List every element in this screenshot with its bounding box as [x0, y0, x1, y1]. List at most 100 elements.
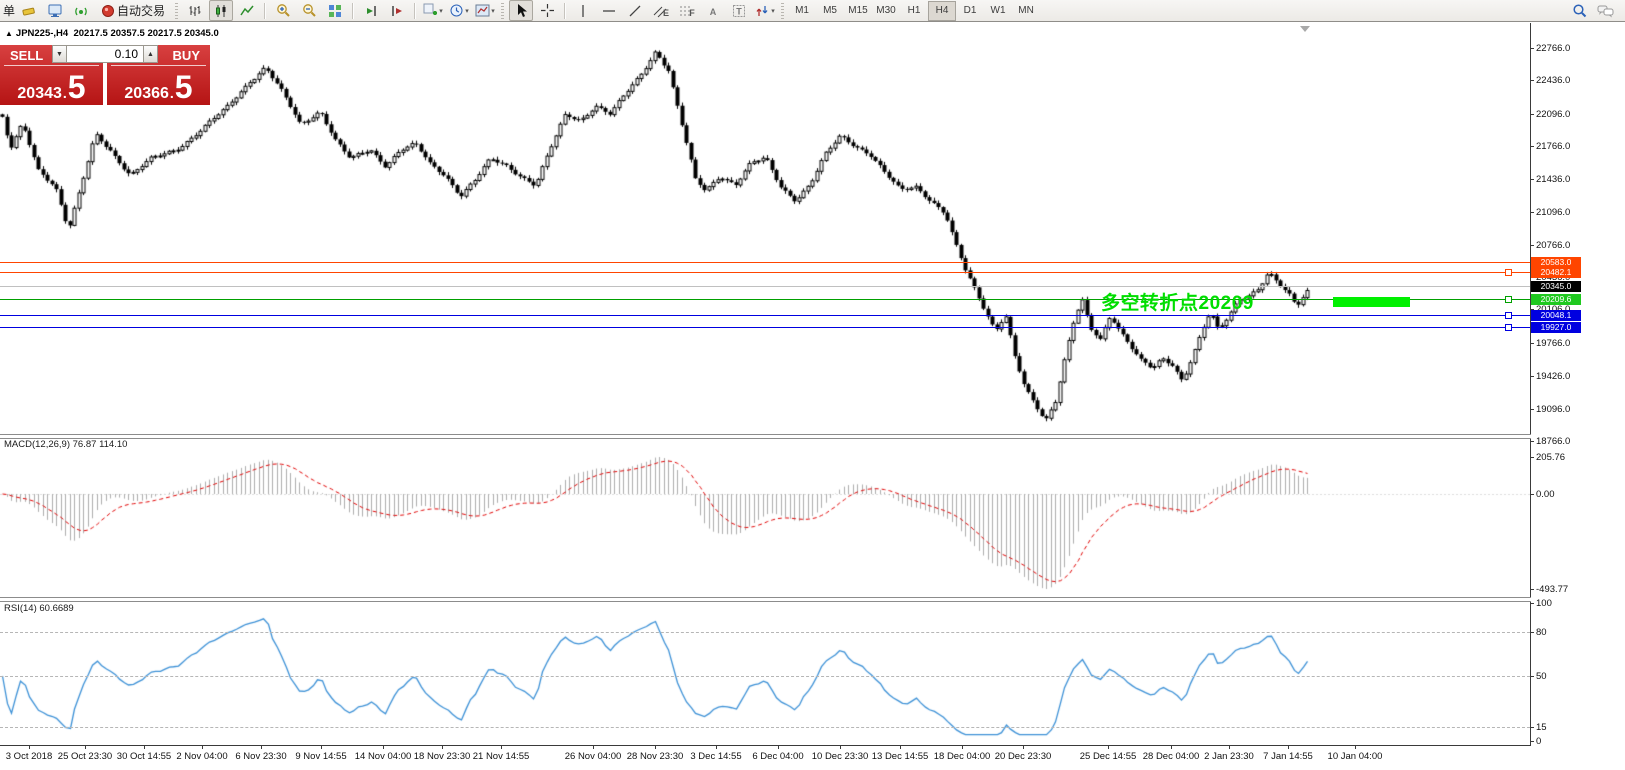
auto-scroll-button[interactable] [359, 0, 383, 21]
dropdown-arrow-icon[interactable]: ▾ [491, 7, 495, 15]
signal-icon[interactable] [69, 0, 93, 21]
buy-label: BUY [172, 48, 200, 63]
line-chart-button[interactable] [235, 0, 259, 21]
trendline-button[interactable] [623, 0, 647, 21]
buy-price: 20366 . 5 [107, 69, 210, 105]
toolbar-grip[interactable] [175, 2, 179, 19]
tile-windows-button[interactable] [323, 0, 347, 21]
autotrade-button[interactable]: 自动交易 [95, 0, 171, 21]
hline-marker[interactable] [1505, 296, 1512, 303]
horizontal-line-button[interactable] [597, 0, 621, 21]
dropdown-arrow-icon[interactable]: ▾ [439, 7, 443, 15]
volume-decrease-button[interactable]: ▼ [52, 45, 67, 63]
bar-chart-button[interactable] [183, 0, 207, 21]
fibonacci-button[interactable]: F [675, 0, 699, 21]
timeframe-m15-button[interactable]: M15 [848, 5, 868, 16]
hline-20482.1[interactable] [0, 272, 1530, 273]
text-button[interactable]: A [701, 0, 725, 21]
chart-shift-button[interactable] [385, 0, 409, 21]
volume-increase-button[interactable]: ▲ [143, 45, 158, 63]
dropdown-arrow-icon[interactable]: ▾ [465, 7, 469, 15]
hline-20209.6[interactable] [0, 299, 1530, 300]
volume-input[interactable]: 0.10 [67, 45, 143, 63]
time-tick-label: 2 Nov 04:00 [176, 751, 228, 762]
pane-separator-macd[interactable] [0, 434, 1531, 439]
pane-separator-rsi[interactable] [0, 597, 1531, 602]
time-tick-mark [442, 745, 443, 749]
timeframe-mn-button[interactable]: MN [1018, 5, 1034, 16]
timeframe-h4-button[interactable]: H4 [928, 0, 957, 21]
highlight-rectangle[interactable] [1333, 297, 1410, 307]
turning-point-annotation[interactable]: 多空转折点20209 [1101, 293, 1254, 314]
timeframe-m30-button[interactable]: M30 [876, 5, 896, 16]
price-tick-label: 22096.0 [1536, 108, 1571, 120]
price-tick-label: 21436.0 [1536, 173, 1571, 185]
time-tick-label: 26 Nov 04:00 [564, 751, 622, 762]
market-watch-icon[interactable] [43, 0, 67, 21]
chat-icon[interactable] [1593, 0, 1617, 21]
new-order-icon[interactable] [17, 0, 41, 21]
svg-text:A: A [710, 7, 717, 17]
time-tick-label: 18 Nov 23:30 [413, 751, 471, 762]
timeframe-d1-button[interactable]: D1 [963, 5, 977, 16]
vertical-line-button[interactable] [571, 0, 595, 21]
time-tick-mark [1229, 745, 1230, 749]
hline-20345.0[interactable] [0, 286, 1530, 287]
toolbar-grip[interactable] [781, 2, 785, 19]
arrows-button[interactable]: ▾ [753, 0, 777, 21]
price-badge-20482.1: 20482.1 [1531, 267, 1581, 278]
hline-20583.0[interactable] [0, 262, 1530, 263]
rsi-tick-mark [1530, 741, 1534, 742]
dropdown-arrow-icon[interactable]: ▾ [771, 7, 775, 15]
hline-marker[interactable] [1505, 312, 1512, 319]
time-tick-mark [1108, 745, 1109, 749]
hline-19927.0[interactable] [0, 327, 1530, 328]
zoom-in-button[interactable] [271, 0, 295, 21]
price-tick-label: 19096.0 [1536, 403, 1571, 415]
toolbar-separator [352, 2, 355, 19]
price-tick-mark [1530, 376, 1534, 378]
time-tick-label: 28 Nov 23:30 [626, 751, 684, 762]
hline-marker[interactable] [1505, 269, 1512, 276]
templates-button[interactable]: ▾ [473, 0, 497, 21]
candlestick-chart-button[interactable] [209, 0, 234, 21]
time-tick-mark [501, 745, 502, 749]
text-label-button[interactable]: T [727, 0, 751, 21]
indicators-button[interactable]: ▾ [421, 0, 445, 21]
crosshair-button[interactable] [535, 0, 559, 21]
svg-text:F: F [689, 8, 695, 18]
toolbar: 单 自动交易 ▾ ▾ ▾ E F A T ▾ M1 M5 M15 M30 H1 H4 D1 W1 MN [0, 0, 1625, 22]
toolbar-grip[interactable] [501, 2, 505, 19]
timeframe-h1-button[interactable]: H1 [907, 5, 921, 16]
buy-price-dot: . [169, 85, 174, 101]
sell-label: SELL [10, 48, 44, 63]
time-tick-mark [1355, 745, 1356, 749]
time-tick-mark [1288, 745, 1289, 749]
hline-marker[interactable] [1505, 324, 1512, 331]
equidistant-channel-button[interactable]: E [649, 0, 673, 21]
chart-shift-marker[interactable] [1300, 26, 1310, 32]
sell-price-main: 20343 [17, 85, 62, 102]
price-chart-canvas[interactable] [0, 23, 1530, 435]
buy-price-pips: 5 [174, 69, 193, 105]
time-tick-label: 2 Jan 23:30 [1204, 751, 1254, 762]
zoom-out-button[interactable] [297, 0, 321, 21]
timeframe-w1-button[interactable]: W1 [990, 5, 1006, 16]
periods-button[interactable]: ▾ [447, 0, 471, 21]
rsi-tick-label: 100 [1536, 598, 1552, 609]
time-tick-label: 10 Jan 04:00 [1327, 751, 1383, 762]
price-tick-mark [1530, 146, 1534, 148]
macd-pane-canvas[interactable] [0, 437, 1530, 598]
search-icon[interactable] [1567, 0, 1591, 21]
hline-20048.1[interactable] [0, 315, 1530, 316]
symbol-ohlc: 20217.5 20357.5 20217.5 20345.0 [73, 28, 219, 39]
toolbar-separator [414, 2, 417, 19]
timeframe-m1-button[interactable]: M1 [795, 5, 809, 16]
timeframe-m5-button[interactable]: M5 [823, 5, 837, 16]
rsi-pane-canvas[interactable] [0, 600, 1530, 745]
time-tick-label: 7 Jan 14:55 [1263, 751, 1313, 762]
cursor-button[interactable] [509, 0, 534, 21]
toolbar-separator [564, 2, 567, 19]
price-tick-mark [1530, 212, 1534, 214]
